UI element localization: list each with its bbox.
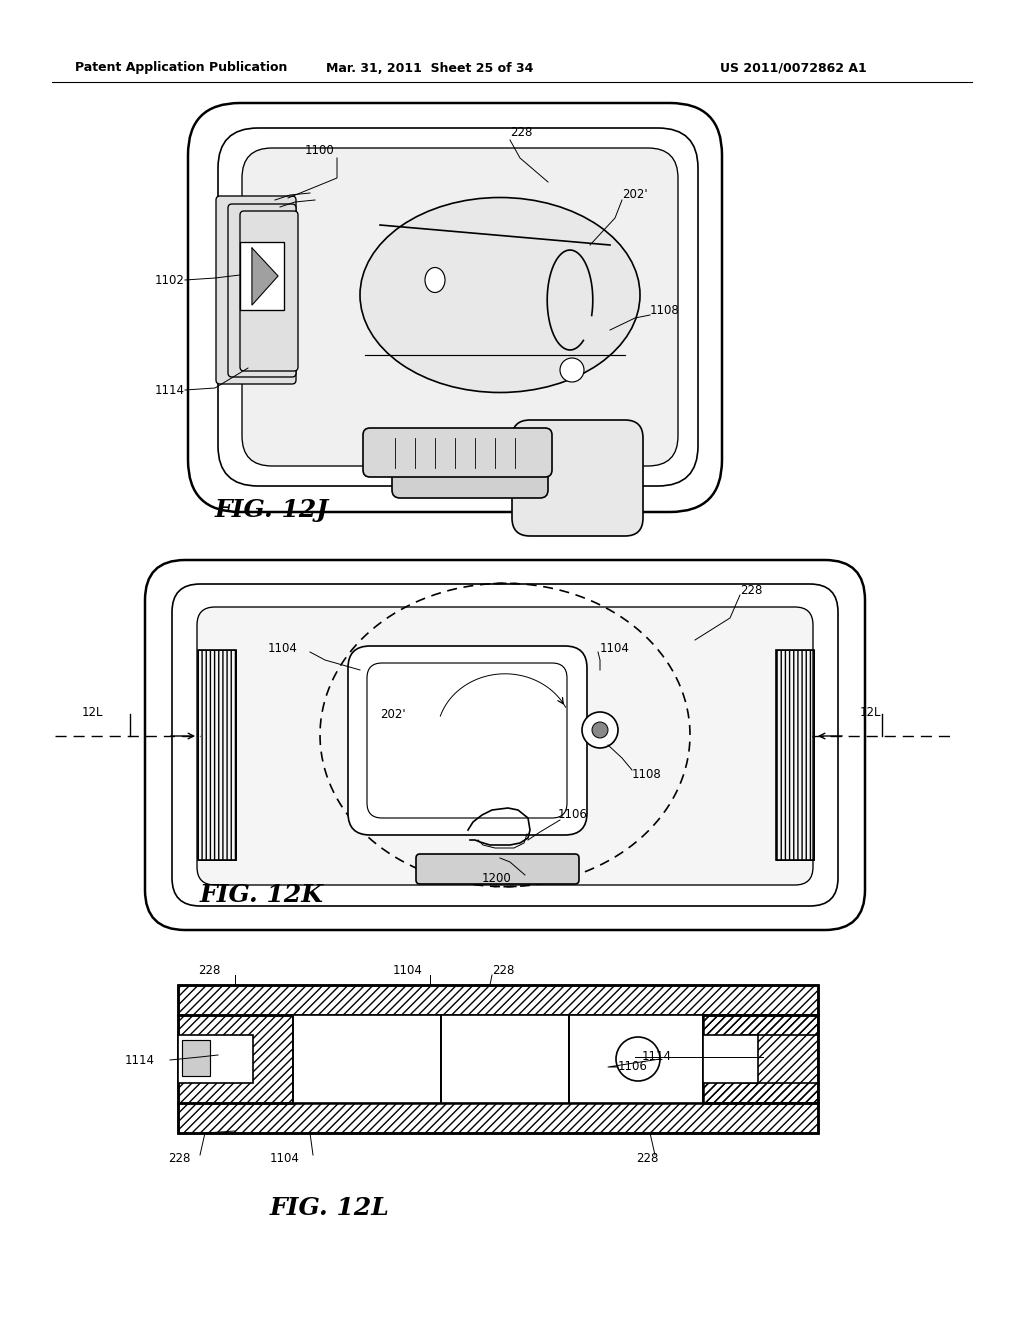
Text: 1200: 1200 — [482, 871, 512, 884]
Text: Mar. 31, 2011  Sheet 25 of 34: Mar. 31, 2011 Sheet 25 of 34 — [327, 62, 534, 74]
FancyBboxPatch shape — [197, 607, 813, 884]
Bar — [178, 1035, 253, 1082]
Bar — [198, 649, 236, 861]
Text: Patent Application Publication: Patent Application Publication — [75, 62, 288, 74]
Text: US 2011/0072862 A1: US 2011/0072862 A1 — [720, 62, 866, 74]
Text: 228: 228 — [510, 127, 532, 140]
Bar — [776, 649, 814, 861]
Bar — [198, 649, 236, 861]
Polygon shape — [252, 248, 278, 305]
Bar — [441, 1015, 569, 1104]
Circle shape — [592, 722, 608, 738]
Text: 1104: 1104 — [393, 964, 423, 977]
Bar — [178, 1104, 818, 1133]
Bar — [703, 1015, 818, 1104]
Text: 12L: 12L — [860, 705, 882, 718]
Circle shape — [616, 1038, 660, 1081]
Bar — [569, 1015, 703, 1104]
Text: 1108: 1108 — [632, 768, 662, 781]
Bar — [178, 985, 818, 1015]
Text: FIG. 12J: FIG. 12J — [215, 498, 329, 521]
FancyBboxPatch shape — [216, 195, 296, 384]
Bar — [178, 985, 818, 1015]
Bar — [703, 1035, 758, 1082]
Circle shape — [560, 358, 584, 381]
Text: 1114: 1114 — [642, 1051, 672, 1064]
FancyBboxPatch shape — [188, 103, 722, 512]
FancyBboxPatch shape — [218, 128, 698, 486]
Ellipse shape — [425, 268, 445, 293]
Text: 1114: 1114 — [125, 1053, 155, 1067]
Text: 1100: 1100 — [305, 144, 335, 157]
Bar — [240, 242, 284, 310]
Text: 202': 202' — [380, 709, 406, 722]
FancyBboxPatch shape — [416, 854, 579, 884]
FancyBboxPatch shape — [348, 645, 587, 836]
Ellipse shape — [360, 198, 640, 392]
Text: 228: 228 — [636, 1151, 658, 1164]
Text: 1108: 1108 — [650, 304, 680, 317]
Text: 1104: 1104 — [268, 642, 298, 655]
FancyBboxPatch shape — [242, 148, 678, 466]
Bar — [703, 1015, 818, 1104]
Bar — [178, 1015, 293, 1104]
FancyBboxPatch shape — [240, 211, 298, 371]
FancyBboxPatch shape — [367, 663, 567, 818]
FancyBboxPatch shape — [228, 205, 296, 378]
Circle shape — [582, 711, 618, 748]
Text: 202': 202' — [622, 189, 647, 202]
Text: FIG. 12K: FIG. 12K — [200, 883, 324, 907]
Text: 228: 228 — [740, 583, 763, 597]
Bar — [743, 1035, 818, 1082]
Text: 1104: 1104 — [270, 1151, 300, 1164]
Text: 1106: 1106 — [558, 808, 588, 821]
Bar — [703, 1015, 818, 1104]
FancyBboxPatch shape — [172, 583, 838, 906]
Bar — [703, 1015, 818, 1104]
FancyBboxPatch shape — [145, 560, 865, 931]
Bar — [178, 1015, 293, 1104]
FancyBboxPatch shape — [362, 428, 552, 477]
Text: 228: 228 — [198, 964, 220, 977]
Text: 1106: 1106 — [618, 1060, 648, 1073]
Text: 228: 228 — [492, 964, 514, 977]
Text: 1104: 1104 — [600, 642, 630, 655]
Text: 228: 228 — [168, 1151, 190, 1164]
Text: 1114: 1114 — [155, 384, 185, 396]
Bar — [776, 649, 814, 861]
Text: 12L: 12L — [82, 705, 103, 718]
Text: 1102: 1102 — [155, 273, 185, 286]
Bar — [178, 985, 818, 1133]
Bar — [178, 1104, 818, 1133]
FancyBboxPatch shape — [392, 454, 548, 498]
Bar — [293, 1015, 441, 1104]
FancyBboxPatch shape — [512, 420, 643, 536]
Bar — [182, 1040, 210, 1076]
Text: FIG. 12L: FIG. 12L — [270, 1196, 390, 1220]
